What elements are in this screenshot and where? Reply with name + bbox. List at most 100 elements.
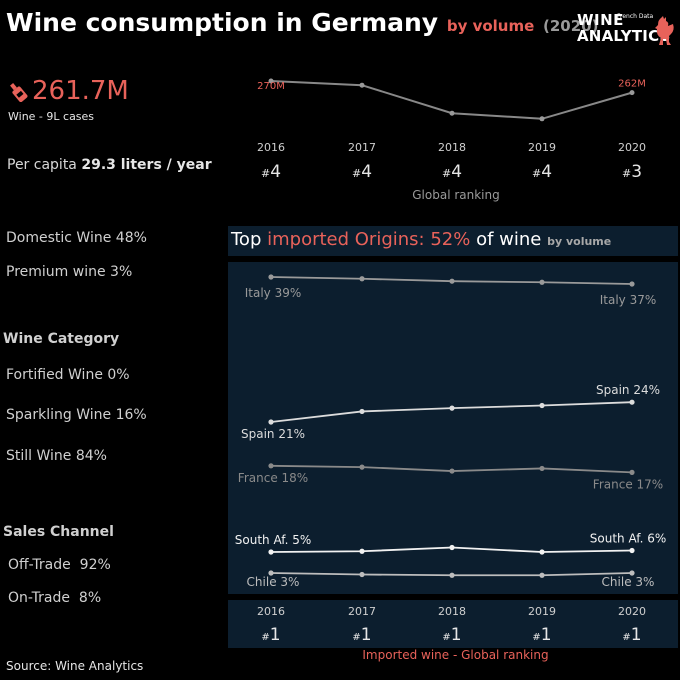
imported-title-panel	[228, 226, 678, 256]
category-value: 0%	[107, 367, 130, 383]
domestic-wine-stat: Domestic Wine 48%	[6, 230, 147, 246]
origin-point	[449, 278, 455, 284]
imported-ranking-panel	[228, 600, 678, 648]
origin-point	[449, 405, 455, 411]
origins-line-chart: Italy 39% Italy 37% Spain 21% Spain 24% Fran…	[235, 274, 667, 589]
channel-off-trade: Off-Trade 92%	[8, 557, 111, 573]
origin-start-label: South Af. 5%	[235, 533, 312, 547]
per-capita-value: 29.3 liters / year	[81, 157, 212, 173]
consumption-point-label: 270M	[257, 81, 285, 92]
premium-wine-stat: Premium wine 3%	[6, 264, 132, 280]
origin-point	[629, 547, 635, 554]
sales-channel-title: Sales Channel	[3, 524, 114, 540]
origin-point	[268, 549, 274, 555]
origin-point	[449, 544, 455, 551]
imported-rank-value: #1	[261, 625, 280, 645]
imported-title-accent: imported Origins: 52%	[267, 229, 471, 250]
imported-title-small: by volume	[547, 235, 612, 248]
imported-rank-value: #1	[622, 625, 641, 645]
per-capita: Per capita 29.3 liters / year	[7, 157, 212, 173]
global-rank-value: #4	[261, 162, 281, 182]
imported-title-prefix: Top	[231, 229, 262, 250]
domestic-wine-label: Domestic Wine	[6, 230, 112, 246]
premium-wine-value: 3%	[110, 264, 133, 280]
imported-title: Top imported Origins: 52% of wine by vol…	[231, 229, 611, 250]
category-sparkling: Sparkling Wine 16%	[6, 407, 147, 423]
origin-end-label: Chile 3%	[602, 575, 655, 589]
imported-title-suffix: of wine	[476, 229, 542, 250]
total-volume-label: Wine - 9L cases	[8, 110, 95, 123]
domestic-wine-value: 48%	[115, 230, 147, 246]
per-capita-label: Per capita	[7, 157, 77, 173]
global-rank-value: #3	[622, 162, 642, 182]
origin-point	[449, 572, 455, 578]
origin-point	[268, 419, 274, 425]
year-tick-label: 2019	[528, 141, 556, 154]
consumption-point	[629, 90, 635, 96]
imported-year-tick: 2016	[257, 605, 285, 618]
premium-wine-label: Premium wine	[6, 264, 106, 280]
origin-point	[539, 549, 545, 555]
wine-analytics-logo: WINE French Data ANALYTICS	[577, 12, 677, 48]
imported-rank-value: #1	[532, 625, 551, 645]
global-ranking-label: Global ranking	[412, 188, 500, 202]
source-note: Source: Wine Analytics	[6, 659, 144, 673]
imported-year-tick: 2020	[618, 605, 646, 618]
origin-end-label: France 17%	[593, 477, 663, 491]
imported-year-tick: 2019	[528, 605, 556, 618]
category-still: Still Wine 84%	[6, 448, 107, 464]
origin-point	[359, 408, 365, 415]
origin-point	[268, 274, 274, 280]
channel-value: 8%	[78, 590, 102, 606]
origin-end-label: South Af. 6%	[590, 532, 667, 546]
logo-line1: WINE	[577, 11, 624, 29]
consumption-point	[449, 110, 455, 116]
channel-label: Off-Trade	[8, 557, 71, 573]
category-value: 84%	[75, 448, 107, 464]
origin-point	[359, 464, 365, 470]
origin-point	[629, 469, 635, 475]
global-rank-value: #4	[532, 162, 552, 182]
total-volume-value: 261.7M	[32, 76, 129, 106]
origin-start-label: France 18%	[238, 471, 308, 485]
category-value: 16%	[115, 407, 147, 423]
origin-point	[268, 463, 274, 469]
logo-line2: ANALYTICS	[577, 27, 671, 45]
global-rank-value: #4	[442, 162, 462, 182]
imported-rank-value: #1	[352, 625, 371, 645]
consumption-point	[268, 78, 274, 84]
category-fortified: Fortified Wine 0%	[6, 367, 130, 383]
wine-bottle-icon	[10, 82, 28, 102]
page-title: Wine consumption in Germany by volume (2…	[6, 8, 598, 37]
logo-line3: French Data	[617, 13, 654, 20]
origin-point	[629, 570, 635, 576]
imported-ranking-row: 2016 #1 2017 #1 2018 #1 2019 #1 2020 #1	[257, 605, 646, 645]
imported-rank-value: #1	[442, 625, 461, 645]
year-tick-label: 2020	[618, 141, 646, 154]
origin-point	[539, 572, 545, 578]
origin-point	[449, 468, 455, 474]
channel-label: On-Trade	[8, 590, 70, 606]
origin-start-label: Chile 3%	[247, 575, 300, 589]
channel-value: 92%	[79, 557, 111, 573]
origin-point	[539, 465, 545, 472]
rooster-icon	[655, 16, 674, 45]
origin-point	[629, 399, 635, 405]
year-tick-label: 2018	[438, 141, 466, 154]
consumption-point-label: 262M	[618, 79, 646, 90]
consumption-point	[539, 116, 545, 122]
origin-point	[268, 570, 274, 576]
category-label: Fortified Wine	[6, 367, 103, 383]
channel-on-trade: On-Trade 8%	[8, 590, 101, 606]
origin-point	[539, 279, 545, 285]
origin-series-line	[270, 401, 633, 423]
category-label: Still Wine	[6, 448, 72, 464]
year-tick-label: 2017	[348, 141, 376, 154]
origins-panel	[228, 262, 678, 594]
origin-end-label: Italy 37%	[600, 293, 657, 307]
origin-point	[539, 402, 545, 409]
origin-point	[359, 571, 365, 578]
imported-year-tick: 2017	[348, 605, 376, 618]
origin-point	[629, 281, 635, 287]
imported-ranking-label: Imported wine - Global ranking	[362, 648, 549, 662]
